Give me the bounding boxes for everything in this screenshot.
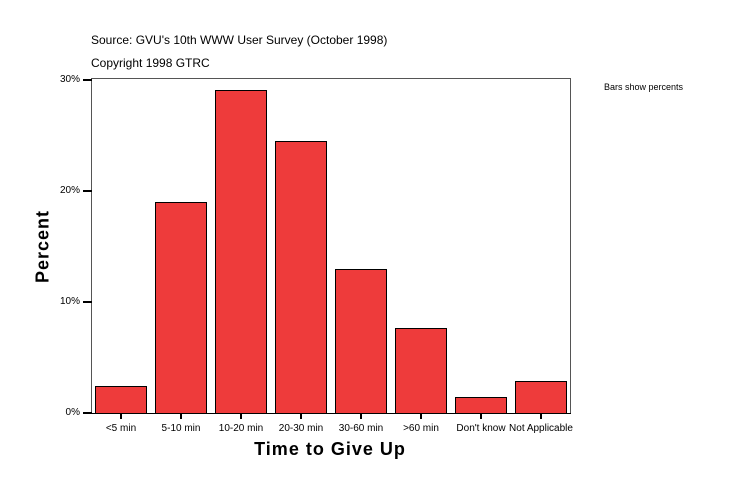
x-tick-label: 20-30 min <box>278 423 324 434</box>
bar <box>335 268 387 414</box>
x-tick-label: Don't know <box>456 423 506 434</box>
x-tick <box>540 413 542 419</box>
copyright-text: Copyright 1998 GTRC <box>91 56 210 70</box>
y-tick-label: 10% <box>59 296 80 307</box>
bar <box>515 380 567 414</box>
bar <box>155 202 207 414</box>
bar <box>455 397 507 414</box>
y-tick-label: 20% <box>59 185 80 196</box>
y-tick-label: 30% <box>59 74 80 85</box>
x-axis-line <box>91 413 571 414</box>
x-tick-label: Not Applicable <box>509 423 573 434</box>
x-tick <box>120 413 122 419</box>
source-text: Source: GVU's 10th WWW User Survey (Octo… <box>91 33 388 47</box>
bar <box>395 327 447 414</box>
y-tick-label: 0% <box>65 407 80 418</box>
plot-area <box>91 78 571 413</box>
y-axis-title: Percent <box>32 209 53 284</box>
bar <box>95 386 147 414</box>
y-tick <box>83 301 92 303</box>
x-axis-title: Time to Give Up <box>254 439 406 459</box>
y-tick <box>83 190 92 192</box>
x-tick <box>420 413 422 419</box>
x-tick-label: >60 min <box>403 423 439 434</box>
x-tick <box>360 413 362 419</box>
x-tick <box>300 413 302 419</box>
bars-note: Bars show percents <box>604 82 684 92</box>
y-tick <box>83 79 92 81</box>
x-tick <box>240 413 242 419</box>
bar <box>275 141 327 414</box>
x-tick <box>180 413 182 419</box>
y-tick <box>83 412 92 414</box>
x-tick-label: 5-10 min <box>161 423 201 434</box>
x-tick <box>480 413 482 419</box>
x-tick-label: 30-60 min <box>338 423 384 434</box>
x-tick-label: 10-20 min <box>218 423 264 434</box>
x-tick-label: <5 min <box>105 423 137 434</box>
bar <box>215 89 267 414</box>
